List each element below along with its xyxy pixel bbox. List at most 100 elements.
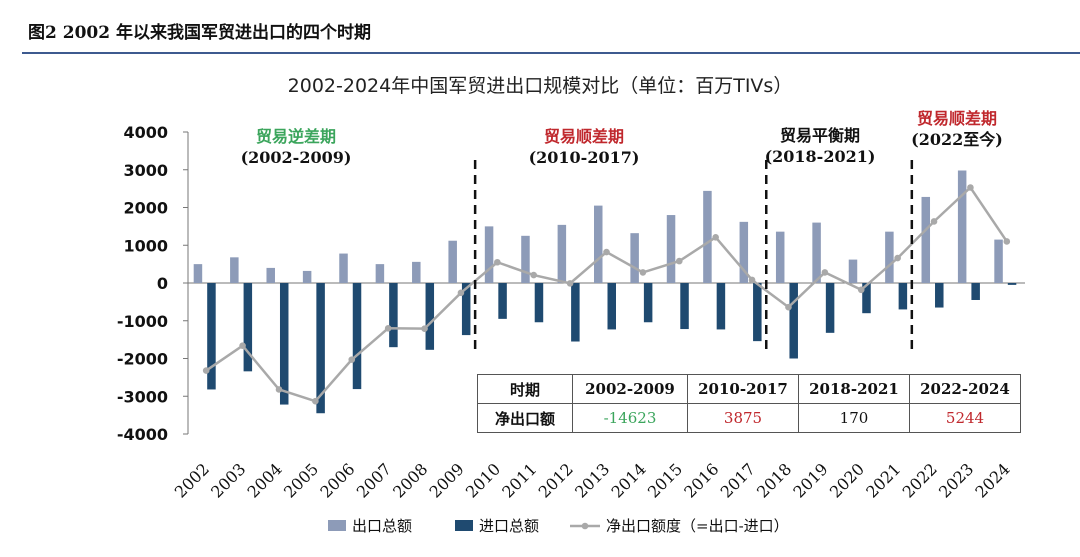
period-range: (2002-2009) (241, 148, 352, 167)
net-export-point (348, 356, 356, 363)
table-header-cell: 2010-2017 (687, 374, 799, 404)
legend-label: 出口总额 (352, 517, 412, 535)
export-bar (230, 257, 239, 283)
net-export-point (857, 286, 865, 294)
import-bar (534, 283, 544, 323)
net-export-point (494, 258, 501, 266)
legend-swatch-export (328, 520, 346, 531)
x-tick-label: 2015 (644, 459, 686, 501)
x-tick-label: 2023 (935, 459, 977, 501)
y-tick-label: -3000 (117, 387, 168, 406)
export-bar (666, 215, 676, 283)
net-export-point (712, 234, 719, 241)
export-bar (448, 240, 457, 283)
net-export-point (894, 254, 901, 262)
legend-label: 进口总额 (479, 517, 539, 535)
y-tick-label: 0 (157, 274, 168, 293)
x-tick-label: 2021 (862, 459, 904, 501)
x-tick-label: 2010 (462, 459, 504, 501)
import-bar (243, 283, 253, 372)
y-tick-label: 3000 (123, 161, 168, 180)
net-export-point (1003, 238, 1011, 245)
net-export-line (205, 185, 1008, 403)
y-tick-label: 1000 (123, 236, 168, 255)
net-export-point (421, 325, 428, 332)
import-bar (498, 283, 507, 319)
x-tick-label: 2009 (426, 459, 468, 501)
net-export-point (603, 248, 610, 256)
x-tick-label: 2006 (316, 459, 358, 501)
import-bar (461, 283, 471, 336)
net-export-point (530, 271, 538, 279)
summary-table-row: 净出口额 -14623 3875 170 5244 (477, 403, 1021, 433)
export-bar (521, 235, 530, 283)
table-value-cell: 5244 (909, 403, 1021, 433)
table-header-cell: 2022-2024 (909, 374, 1021, 404)
import-bar (607, 283, 616, 330)
import-bar (389, 283, 398, 348)
x-tick-label: 2020 (826, 459, 868, 501)
y-tick-label: 4000 (123, 123, 168, 142)
legend-label: 净出口额度（=出口-进口） (606, 517, 789, 535)
import-bar (1007, 283, 1017, 285)
period-label: 贸易平衡期 (780, 126, 860, 145)
net-export-point (785, 303, 792, 311)
export-bar (594, 205, 603, 283)
net-export-point (275, 386, 283, 393)
table-value-cell: 3875 (687, 403, 799, 433)
period-label: 贸易顺差期 (917, 109, 997, 128)
net-export-point (675, 257, 683, 265)
export-bar (848, 259, 858, 283)
export-bar (266, 267, 275, 283)
import-bar (643, 283, 653, 323)
net-export-point (457, 289, 465, 297)
import-bar (753, 283, 762, 342)
net-export-point (202, 367, 210, 374)
net-export-point (930, 218, 938, 225)
export-bar (739, 221, 749, 283)
legend-swatch-import (455, 520, 473, 531)
import-bar (425, 283, 435, 350)
import-bar (789, 283, 798, 359)
summary-table: 时期 2002-2009 2010-2017 2018-2021 2022-20… (477, 374, 1021, 433)
net-export-point (748, 276, 756, 284)
net-export-point (566, 280, 574, 287)
table-value-cell: -14623 (572, 403, 688, 433)
export-bar (703, 190, 712, 283)
import-bar (279, 283, 289, 405)
net-line-group (202, 184, 1011, 405)
y-tick-label: -4000 (117, 425, 168, 444)
x-tick-label: 2005 (280, 459, 322, 501)
x-tick-label: 2016 (680, 459, 722, 501)
export-bar (630, 233, 639, 283)
import-bar (352, 283, 362, 390)
export-bar (339, 253, 348, 283)
x-tick-label: 2024 (971, 459, 1013, 501)
table-header-cell: 2018-2021 (798, 374, 910, 404)
export-bar (375, 264, 385, 283)
table-header-cell: 时期 (477, 374, 573, 404)
x-tick-label: 2003 (207, 459, 249, 501)
import-bar (825, 283, 835, 333)
x-tick-label: 2011 (498, 459, 540, 501)
import-bar (571, 283, 580, 342)
export-bar (812, 222, 821, 283)
import-bar (971, 283, 980, 300)
table-value-cell: 170 (798, 403, 910, 433)
export-bar (957, 170, 967, 283)
x-tick-label: 2007 (353, 459, 395, 501)
export-bar (302, 270, 312, 283)
net-export-point (239, 342, 246, 349)
period-range: (2010-2017) (529, 148, 640, 167)
import-bar (680, 283, 689, 330)
summary-table-header-row: 时期 2002-2009 2010-2017 2018-2021 2022-20… (477, 374, 1021, 404)
x-tick-label: 2018 (753, 459, 795, 501)
import-bar (935, 283, 944, 308)
net-export-point (384, 325, 392, 332)
import-bar (716, 283, 726, 330)
import-bar (316, 283, 325, 414)
export-bar (557, 224, 567, 283)
net-export-point (312, 397, 319, 405)
x-tick-label: 2013 (571, 459, 613, 501)
